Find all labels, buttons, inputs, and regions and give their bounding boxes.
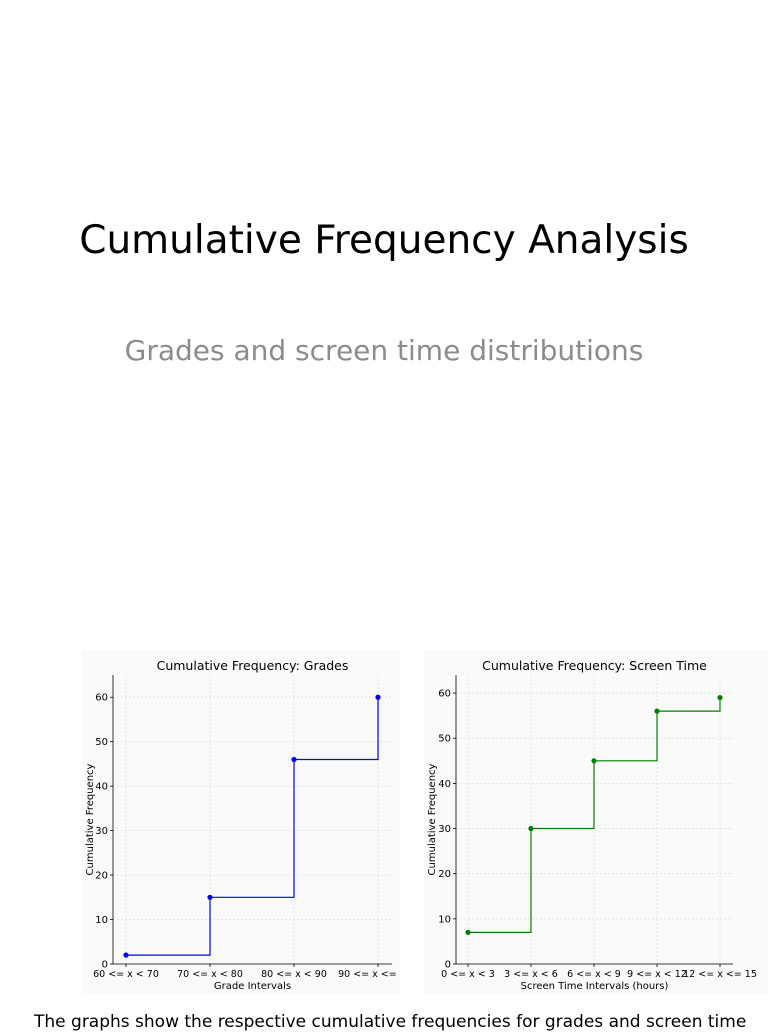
- grades-y-tick-label-5: 50: [95, 737, 108, 748]
- grades-y-tick-label-6: 60: [95, 693, 108, 704]
- grades-x-tick-label-0: 60 <= x < 70: [93, 969, 159, 980]
- screen-time-y-tick-label-0: 0: [445, 960, 451, 971]
- screen-time-point-4: [717, 694, 723, 701]
- screen-time-y-tick-label-2: 20: [438, 869, 451, 880]
- grades-chart-svg: 0 10 20 30 40 50 60 60 <= x < 70 70 <= x < 80 80 …: [85, 658, 400, 992]
- grades-title: Cumulative Frequency: Grades: [157, 658, 349, 673]
- grades-point-1: [207, 894, 213, 900]
- screen-time-chart-svg: 0 10 20 30 40 50 60 0 <= x < 3 3 <= x < 6 6 <= x …: [427, 658, 757, 992]
- screen-time-title: Cumulative Frequency: Screen Time: [482, 658, 707, 673]
- grades-point-0: [123, 952, 129, 958]
- grades-y-label: Cumulative Frequency: [85, 763, 96, 875]
- screen-time-point-1: [528, 825, 534, 832]
- grades-x-tick-label-3: 90 <= x <= 100: [338, 969, 400, 980]
- slide-footer-text: The graphs show the respective cumulativ…: [34, 1012, 747, 1032]
- screen-time-point-3: [654, 708, 660, 714]
- screen-time-y-tick-label-4: 40: [438, 779, 451, 790]
- grades-x-tick-label-2: 80 <= x < 90: [261, 969, 327, 980]
- screen-time-point-0: [465, 929, 471, 935]
- slide-subtitle: Grades and screen time distributions: [124, 334, 644, 367]
- screen-time-x-label: Screen Time Intervals (hours): [521, 981, 669, 992]
- grades-x-label: Grade Intervals: [214, 981, 291, 992]
- screen-time-x-tick-label-4: 12 <= x <= 15: [683, 969, 757, 980]
- screen-time-y-tick-label-1: 10: [438, 914, 451, 925]
- grades-series-line: [126, 697, 379, 956]
- screen-time-y-tick-label-6: 60: [438, 689, 451, 700]
- grades-y-tick-label-0: 0: [102, 960, 108, 971]
- grades-point-2: [291, 756, 297, 763]
- grades-x-tick-label-1: 70 <= x < 80: [177, 969, 243, 980]
- screen-time-point-2: [591, 758, 597, 764]
- screen-time-x-tick-label-3: 9 <= x < 12: [627, 969, 687, 980]
- screen-time-x-tick-label-0: 0 <= x < 3: [441, 969, 495, 980]
- grades-y-tick-label-4: 40: [95, 782, 108, 793]
- screen-time-y-tick-label-5: 50: [438, 734, 451, 745]
- grades-chart: 0 10 20 30 40 50 60 60 <= x < 70 70 <= x < 80 80 …: [82, 650, 400, 995]
- grades-y-tick-label-1: 10: [95, 915, 108, 926]
- screen-time-chart: 0 10 20 30 40 50 60 0 <= x < 3 3 <= x < 6 6 <= x …: [424, 650, 768, 995]
- slide-title: Cumulative Frequency Analysis: [79, 218, 689, 263]
- grades-y-tick-label-2: 20: [95, 871, 108, 882]
- screen-time-x-tick-label-1: 3 <= x < 6: [504, 969, 558, 980]
- grades-y-tick-label-3: 30: [95, 826, 108, 837]
- screen-time-x-tick-label-2: 6 <= x < 9: [567, 969, 621, 980]
- grades-point-3: [375, 694, 381, 700]
- screen-time-y-tick-label-3: 30: [438, 824, 451, 835]
- screen-time-y-label: Cumulative Frequency: [427, 763, 438, 875]
